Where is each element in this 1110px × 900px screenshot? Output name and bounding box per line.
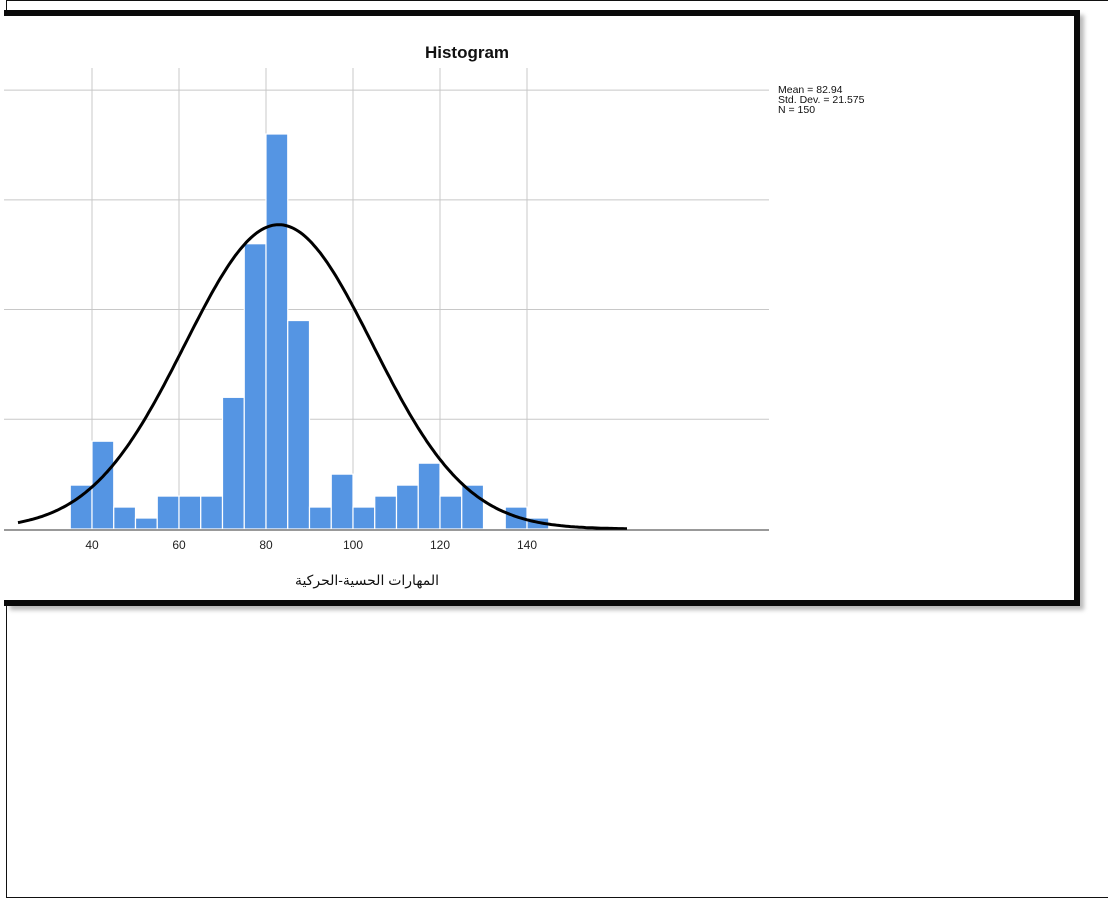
histogram-bar xyxy=(243,243,267,530)
x-tick-label: 120 xyxy=(430,538,450,552)
x-tick-label: 100 xyxy=(343,538,363,552)
chart-title: Histogram xyxy=(425,43,509,62)
x-tick-label: 40 xyxy=(85,538,99,552)
summary-stat-line: Std. Dev. = 21.575 xyxy=(778,94,865,106)
summary-stat-line: Mean = 82.94 xyxy=(778,84,843,96)
normal-curve xyxy=(17,223,627,531)
histogram-bar xyxy=(330,473,354,530)
histogram-bar xyxy=(287,319,311,530)
x-axis-label: المهارات الحسية-الحركية xyxy=(295,572,439,589)
histogram-bar xyxy=(395,484,419,530)
histogram-bar xyxy=(113,506,137,530)
histogram-bar xyxy=(178,495,202,530)
x-tick-label: 140 xyxy=(517,538,537,552)
histogram-bar xyxy=(156,495,180,530)
histogram-bar xyxy=(308,506,332,530)
histogram-bar xyxy=(374,495,398,530)
histogram-bar xyxy=(352,506,376,530)
histogram-chart: 40 60 80 100 120 140 Histogram المهارات الحسي… xyxy=(4,43,865,589)
histogram-bar xyxy=(265,133,289,530)
histogram-figure: 40 60 80 100 120 140 Histogram المهارات الحسي… xyxy=(4,10,1080,606)
histogram-bar xyxy=(200,495,224,530)
histogram-bar xyxy=(221,396,245,530)
x-tick-label: 60 xyxy=(172,538,186,552)
summary-stat-line: N = 150 xyxy=(778,104,815,116)
x-tick-label: 80 xyxy=(259,538,273,552)
histogram-bar xyxy=(417,462,441,530)
histogram-bar xyxy=(134,517,158,530)
histogram-bar xyxy=(439,495,463,530)
